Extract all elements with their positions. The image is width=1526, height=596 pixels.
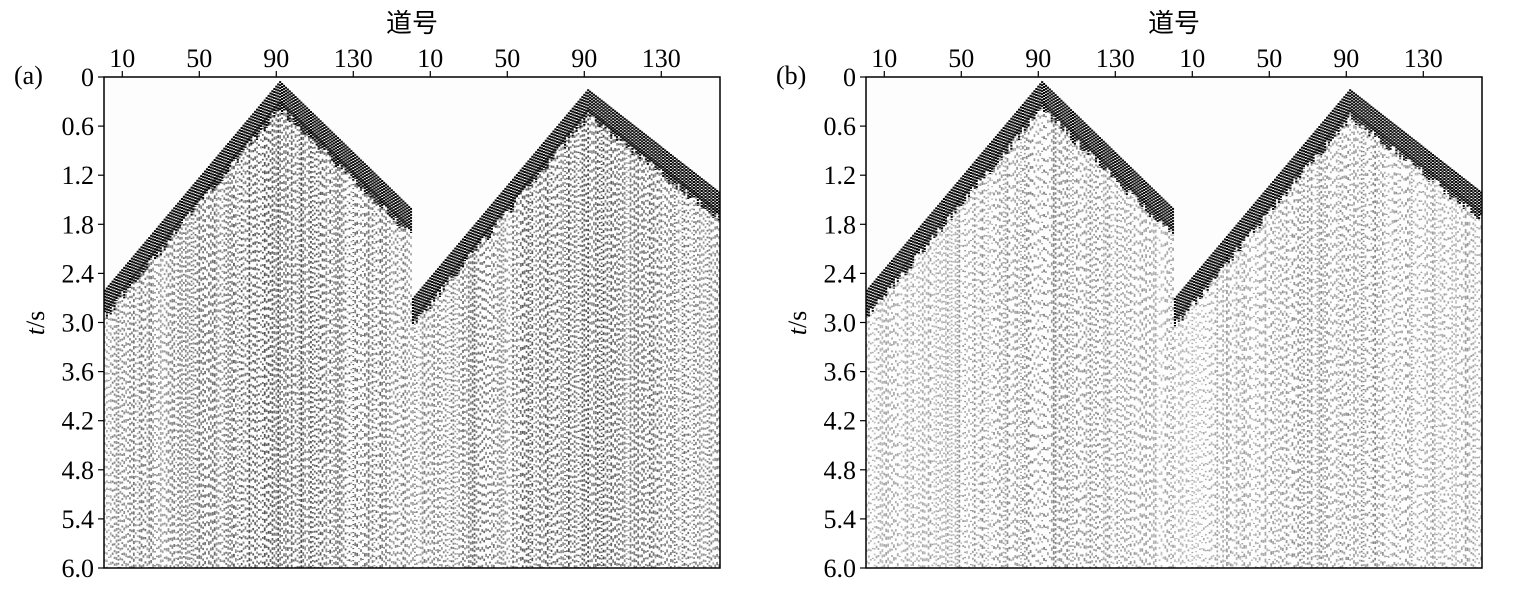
y-tick-label: 0 <box>843 63 856 92</box>
x-tick-label: 50 <box>494 44 520 73</box>
panel-a: (a) 道号 t/s 10 50 90 130 10 50 90 130 0 0.6 1.2 1.8… <box>14 9 721 583</box>
panel-b: (b) 道号 t/s 10 50 90 130 10 50 90 130 0 0.6 1.2 1.8… <box>776 9 1483 583</box>
y-axis-title-a: t/s <box>21 311 50 336</box>
y-axis-title-italic-a: t <box>21 327 50 335</box>
gather-a-2 <box>411 77 721 568</box>
y-ticks-b: 0 0.6 1.2 1.8 2.4 3.0 3.6 4.2 4.8 5.4 6.0 <box>824 63 866 583</box>
y-tick-label: 0.6 <box>62 112 95 141</box>
x-ticks-a: 10 50 90 130 10 50 90 130 <box>109 44 681 77</box>
y-tick-label: 4.2 <box>62 407 95 436</box>
seismic-traces-b <box>865 77 1483 568</box>
x-tick-label: 50 <box>186 44 212 73</box>
x-tick-label: 10 <box>417 44 443 73</box>
y-tick-label: 0 <box>81 63 94 92</box>
x-axis-title-b: 道号 <box>1148 9 1200 38</box>
gather-b-2 <box>1173 77 1483 568</box>
y-tick-label: 1.2 <box>824 161 857 190</box>
y-tick-label: 5.4 <box>62 505 95 534</box>
gather-b-1 <box>865 77 1175 568</box>
gather-background <box>104 77 412 568</box>
y-tick-label: 1.8 <box>62 210 95 239</box>
x-tick-label: 90 <box>571 44 597 73</box>
y-tick-label: 6.0 <box>824 554 857 583</box>
y-tick-label: 3.0 <box>62 309 95 338</box>
panel-label-a: (a) <box>14 61 43 90</box>
seismic-traces-a <box>103 77 721 568</box>
x-tick-label: 10 <box>109 44 135 73</box>
panel-label-b: (b) <box>776 61 806 90</box>
x-tick-label: 90 <box>1333 44 1359 73</box>
y-tick-label: 5.4 <box>824 505 857 534</box>
y-tick-label: 1.2 <box>62 161 95 190</box>
gather-background <box>412 77 720 568</box>
x-tick-label: 90 <box>1025 44 1051 73</box>
y-tick-label: 2.4 <box>824 259 857 288</box>
y-tick-label: 4.2 <box>824 407 857 436</box>
x-axis-title-a: 道号 <box>386 9 438 38</box>
y-tick-label: 6.0 <box>62 554 95 583</box>
x-tick-label: 130 <box>1404 44 1443 73</box>
x-tick-label: 130 <box>334 44 373 73</box>
x-ticks-b: 10 50 90 130 10 50 90 130 <box>871 44 1443 77</box>
y-tick-label: 1.8 <box>824 210 857 239</box>
y-tick-label: 2.4 <box>62 259 95 288</box>
y-tick-label: 4.8 <box>62 456 95 485</box>
y-tick-label: 3.6 <box>62 358 95 387</box>
x-tick-label: 10 <box>871 44 897 73</box>
y-axis-title-unit-a: /s <box>21 311 50 328</box>
x-tick-label: 50 <box>948 44 974 73</box>
gather-a-1 <box>103 77 413 568</box>
x-tick-label: 10 <box>1179 44 1205 73</box>
y-axis-title-italic-b: t <box>783 327 812 335</box>
y-ticks-a: 0 0.6 1.2 1.8 2.4 3.0 3.6 4.2 4.8 5.4 6.0 <box>62 63 104 583</box>
gather-background <box>866 77 1174 568</box>
x-tick-label: 50 <box>1256 44 1282 73</box>
x-tick-label: 130 <box>1096 44 1135 73</box>
y-tick-label: 3.0 <box>824 309 857 338</box>
x-tick-label: 90 <box>263 44 289 73</box>
gather-background <box>1174 77 1482 568</box>
y-tick-label: 4.8 <box>824 456 857 485</box>
y-tick-label: 3.6 <box>824 358 857 387</box>
y-tick-label: 0.6 <box>824 112 857 141</box>
y-axis-title-b: t/s <box>783 311 812 336</box>
y-axis-title-unit-b: /s <box>783 311 812 328</box>
x-tick-label: 130 <box>642 44 681 73</box>
